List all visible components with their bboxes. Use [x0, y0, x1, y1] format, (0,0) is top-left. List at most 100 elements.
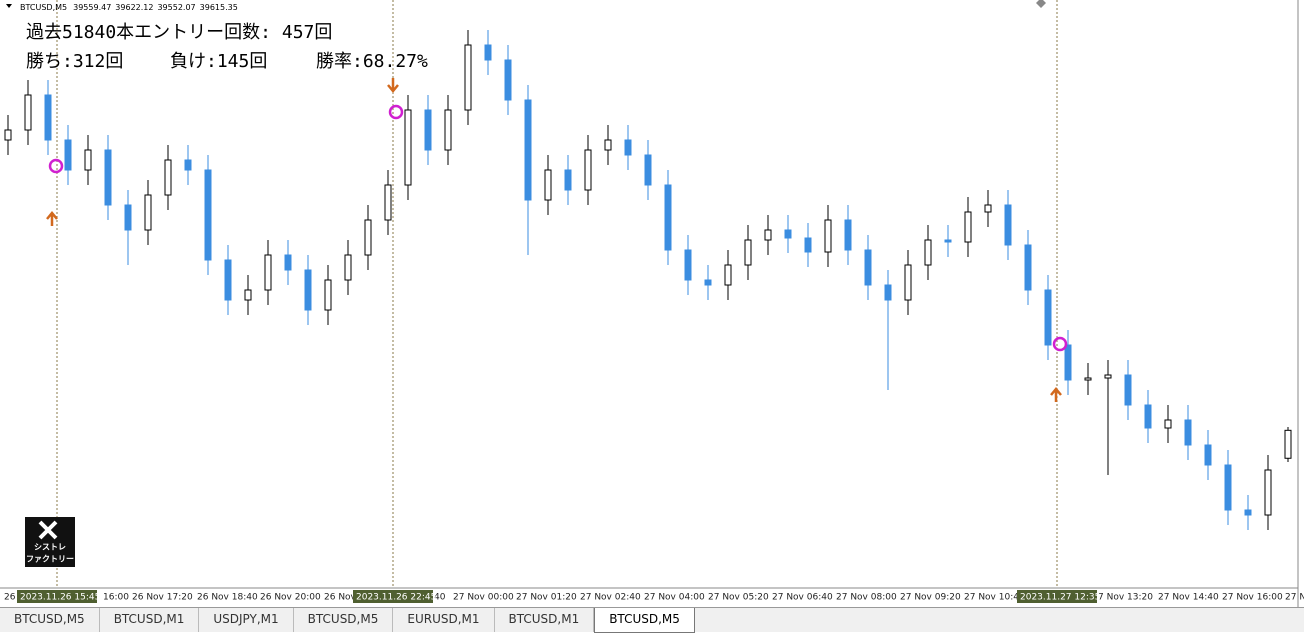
x-tick-label: 26 Nov 18:40	[197, 593, 258, 603]
body	[984, 204, 992, 213]
wins: 勝ち:312回	[26, 51, 123, 72]
entry-circle	[1052, 336, 1068, 352]
high: 39622.12	[115, 3, 153, 12]
buy-arrow	[1050, 387, 1062, 402]
chart-tab[interactable]: BTCUSD,M5	[0, 608, 100, 632]
body	[84, 149, 92, 171]
body	[104, 149, 112, 206]
x-tick-label: 40	[434, 593, 446, 603]
x-tick-label: 16:00	[103, 593, 129, 603]
body	[1004, 204, 1012, 246]
sell-arrow	[387, 78, 399, 93]
x-tick-label: 26 Nov 17:20	[132, 593, 193, 603]
chart-tab[interactable]: BTCUSD,M5	[594, 608, 695, 633]
highlight-box	[1017, 590, 1097, 603]
body	[444, 109, 452, 151]
body	[164, 159, 172, 196]
body	[524, 99, 532, 201]
x-tick-label: 27 Nov 09:20	[900, 593, 961, 603]
body	[4, 129, 12, 141]
highlight-box	[17, 590, 97, 603]
body	[1024, 244, 1032, 291]
chart-tab[interactable]: BTCUSD,M1	[100, 608, 200, 632]
body	[364, 219, 372, 256]
x-tick-label: 27 Nov 10:40	[964, 593, 1025, 603]
body	[264, 254, 272, 291]
body	[64, 139, 72, 171]
x-tick-label: 27 Nov 14:40	[1158, 593, 1219, 603]
body	[744, 239, 752, 266]
x-tick-label: 27 Nov 00:00	[453, 593, 514, 603]
body	[784, 229, 792, 239]
symbol: BTCUSD,M5	[20, 3, 67, 12]
body	[284, 254, 292, 271]
body	[764, 229, 772, 241]
logo-text: ファクトリー	[26, 554, 74, 564]
body	[464, 44, 472, 111]
body	[1284, 429, 1292, 459]
logo-icon	[38, 520, 58, 540]
close: 39615.35	[200, 3, 238, 12]
x-tick-label: 26 Nov 20:00	[260, 593, 321, 603]
body	[824, 219, 832, 253]
body	[44, 94, 52, 141]
buy-arrow	[46, 211, 58, 226]
body	[564, 169, 572, 191]
scroll-marker	[1036, 0, 1046, 8]
body	[1244, 509, 1252, 516]
body	[504, 59, 512, 101]
entry-circle	[388, 104, 404, 120]
body	[244, 289, 252, 301]
highlight-label: 2023.11.26 15:45	[20, 593, 100, 603]
body	[384, 184, 392, 221]
body	[404, 109, 412, 186]
chart: BTCUSD,M5 39559.47 39622.12 39552.07 39615.3…	[0, 0, 1304, 607]
chart-tab[interactable]: BTCUSD,M5	[294, 608, 394, 632]
body	[844, 219, 852, 251]
body	[1264, 469, 1272, 516]
x-tick-label: 27 Nov 01:20	[516, 593, 577, 603]
body	[1044, 289, 1052, 346]
x-axis: 26 16:00 26 Nov 17:20 26 Nov 18:40 26 No…	[4, 590, 1304, 603]
x-tick-label: 27 Nov 02:40	[580, 593, 641, 603]
body	[144, 194, 152, 231]
body	[624, 139, 632, 156]
body	[964, 211, 972, 243]
entry-lines	[56, 0, 1058, 588]
body	[24, 94, 32, 131]
body	[1144, 404, 1152, 429]
body	[1084, 377, 1092, 381]
body	[1184, 419, 1192, 446]
body	[1164, 419, 1172, 429]
body	[204, 169, 212, 261]
body	[1224, 464, 1232, 511]
stats-line: 過去51840本エントリー回数: 457回	[26, 22, 332, 43]
body	[324, 279, 332, 311]
body	[344, 254, 352, 281]
x-tick-label: 27 Nov 16:00	[1222, 593, 1283, 603]
low: 39552.07	[157, 3, 195, 12]
chart-tab[interactable]: USDJPY,M1	[199, 608, 294, 632]
highlight-box	[353, 590, 433, 603]
x-tick-label: 27 Nov 04:00	[644, 593, 705, 603]
body	[904, 264, 912, 301]
body	[304, 269, 312, 311]
body	[544, 169, 552, 201]
losses: 負け:145回	[170, 51, 267, 72]
body	[804, 237, 812, 253]
body	[944, 239, 952, 243]
body	[124, 204, 132, 231]
body	[664, 184, 672, 251]
plot-area	[0, 0, 1298, 588]
body	[484, 44, 492, 61]
chart-tab[interactable]: EURUSD,M1	[393, 608, 495, 632]
candles	[4, 30, 1292, 530]
x-tick-label: 27 N	[1285, 593, 1304, 603]
body	[1064, 344, 1072, 381]
chart-tab[interactable]: BTCUSD,M1	[495, 608, 595, 632]
body	[1204, 444, 1212, 466]
entry-markers	[46, 78, 1068, 402]
symbol-header: BTCUSD,M5 39559.47 39622.12 39552.07 39615.3…	[20, 3, 238, 12]
logo-text: シストレ	[34, 543, 66, 552]
